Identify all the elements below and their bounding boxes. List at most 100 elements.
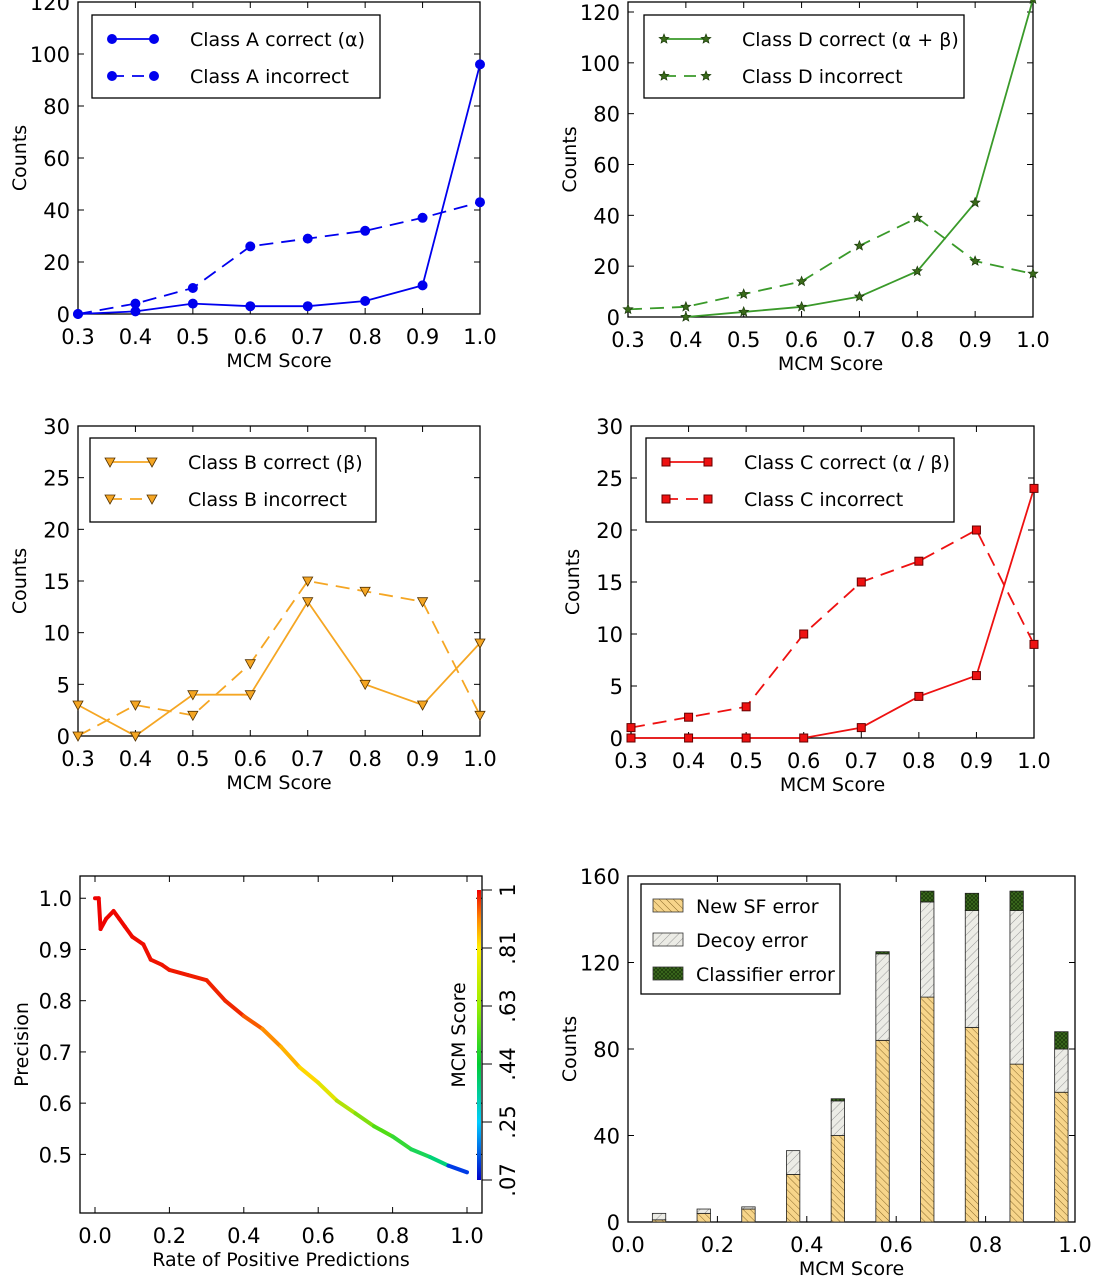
colorbar-tick-label: .44 xyxy=(496,1047,520,1080)
precision-curve-segment xyxy=(279,1044,302,1070)
x-tick-label: 0.6 xyxy=(787,749,820,773)
y-axis-label: Counts xyxy=(559,126,581,192)
y-tick-label: 120 xyxy=(580,952,620,976)
precision-curve-segment xyxy=(297,1065,321,1085)
data-point xyxy=(245,301,256,312)
x-tick-label: 0.8 xyxy=(376,1224,409,1248)
bar-segment xyxy=(741,1206,756,1210)
y-tick-label: 20 xyxy=(596,519,623,543)
data-point xyxy=(107,34,117,44)
data-point xyxy=(244,659,256,670)
precision-panel: 0.0 0.2 0.4 0.6 0.8 1.0 0.5 0.6 0.7 0.8 0.9 1.0 Rate… xyxy=(11,875,520,1271)
x-tick-label: 0.3 xyxy=(611,328,644,352)
data-point xyxy=(853,239,866,251)
data-point xyxy=(146,494,158,505)
data-point xyxy=(72,700,84,711)
y-tick-label: 15 xyxy=(43,570,70,594)
data-point xyxy=(661,457,671,467)
y-tick-label: 20 xyxy=(593,255,620,279)
data-point xyxy=(911,211,923,223)
data-point xyxy=(1029,639,1039,649)
x-tick-label: 0.7 xyxy=(291,325,324,349)
classC-panel: 0.3 0.4 0.5 0.6 0.7 0.8 0.9 1.0 0 5 10 15 20 25 30 MCM … xyxy=(562,415,1051,796)
bar-segment xyxy=(1054,1048,1069,1093)
legend-frame xyxy=(645,437,955,523)
precision-curve-segment xyxy=(96,896,103,931)
data-point xyxy=(626,733,636,743)
y-tick-label: 5 xyxy=(610,675,623,699)
data-point xyxy=(799,629,809,639)
bar-segment xyxy=(964,910,980,1028)
errors-panel: 0.0 0.2 0.4 0.6 0.8 1.0 0 40 80 120 160 MCM Score Co… xyxy=(559,865,1092,1280)
series-line-solid xyxy=(631,488,1035,739)
precision-curve-segment xyxy=(372,1124,395,1139)
legend: New SF error Decoy error Classifier error xyxy=(640,883,841,995)
y-axis-label: Counts xyxy=(9,125,31,191)
data-point xyxy=(475,197,485,208)
x-tick-label: 1.0 xyxy=(450,1224,483,1248)
precision-curve-segment xyxy=(390,1134,414,1152)
bar-segment xyxy=(920,890,935,903)
classB-panel: 0.3 0.4 0.5 0.6 0.7 0.8 0.9 1.0 0 5 10 15 20 25 30 MCM … xyxy=(9,415,497,794)
y-tick-label: 0 xyxy=(610,727,623,751)
data-point xyxy=(911,265,923,277)
y-tick-label: 0.6 xyxy=(39,1092,72,1116)
data-point xyxy=(738,288,750,299)
y-tick-label: 100 xyxy=(580,52,620,76)
data-point xyxy=(72,731,84,742)
y-tick-label: 0.7 xyxy=(39,1041,72,1065)
y-tick-label: 30 xyxy=(596,415,623,439)
series-line-solid xyxy=(77,600,481,738)
x-tick-label: 0.8 xyxy=(348,325,381,349)
x-tick-label: 0.7 xyxy=(843,328,876,352)
bar-segment xyxy=(875,1039,890,1223)
data-point xyxy=(360,296,371,306)
x-tick-label: 0.4 xyxy=(669,328,702,352)
data-point xyxy=(971,671,981,681)
y-tick-label: 80 xyxy=(593,103,620,127)
classD-panel: 0.3 0.4 0.5 0.6 0.7 0.8 0.9 1.0 0 20 40 60 80 100 120 M… xyxy=(559,0,1050,375)
x-tick-label: 0.6 xyxy=(234,747,267,771)
y-axis-label: Counts xyxy=(9,548,31,614)
x-tick-label: 0.6 xyxy=(301,1224,334,1248)
x-tick-label: 0.3 xyxy=(61,747,94,771)
y-tick-label: 160 xyxy=(580,865,620,889)
x-tick-label: 0.2 xyxy=(153,1224,186,1248)
precision-curve-segment xyxy=(130,934,146,947)
colorbar-tick-label: .63 xyxy=(496,989,520,1022)
x-tick-label: 0.9 xyxy=(406,747,439,771)
data-point xyxy=(359,679,371,691)
bar-segment xyxy=(1009,910,1024,1065)
colorbar xyxy=(477,890,481,1180)
data-point xyxy=(741,702,751,712)
legend-label: New SF error xyxy=(696,896,819,918)
data-point xyxy=(244,690,256,701)
x-tick-label: 0.9 xyxy=(406,325,439,349)
x-axis-label: MCM Score xyxy=(799,1258,904,1280)
data-point xyxy=(703,494,713,504)
legend-label: Classifier error xyxy=(696,964,835,986)
legend-label: Class B correct (β) xyxy=(188,452,363,474)
bar-segment xyxy=(786,1174,801,1223)
legend-label: Class C incorrect xyxy=(744,489,903,511)
legend-label: Class D correct (α + β) xyxy=(742,29,959,51)
legend: Class A correct (α) Class A incorrect xyxy=(91,14,381,99)
precision-curve-segment xyxy=(353,1111,376,1129)
data-point xyxy=(149,71,159,81)
data-point xyxy=(795,300,808,312)
y-tick-label: 120 xyxy=(580,1,620,25)
y-tick-label: 15 xyxy=(596,571,623,595)
x-tick-label: 1.0 xyxy=(1016,328,1049,352)
data-point xyxy=(969,255,981,266)
legend: Class D correct (α + β) Class D incorrect xyxy=(643,14,965,99)
classA-panel: 0.3 0.4 0.5 0.6 0.7 0.8 0.9 1.0 0 20 40 60 80 100 120 M… xyxy=(9,0,497,372)
y-tick-label: 1.0 xyxy=(39,887,72,911)
y-tick-label: 0.8 xyxy=(39,990,72,1014)
data-point xyxy=(661,494,671,504)
data-point xyxy=(799,733,809,743)
precision-curve-segment xyxy=(241,1014,265,1031)
legend-label: Class B incorrect xyxy=(188,489,347,511)
x-tick-label: 0.4 xyxy=(119,747,152,771)
x-tick-label: 0.0 xyxy=(78,1224,111,1248)
